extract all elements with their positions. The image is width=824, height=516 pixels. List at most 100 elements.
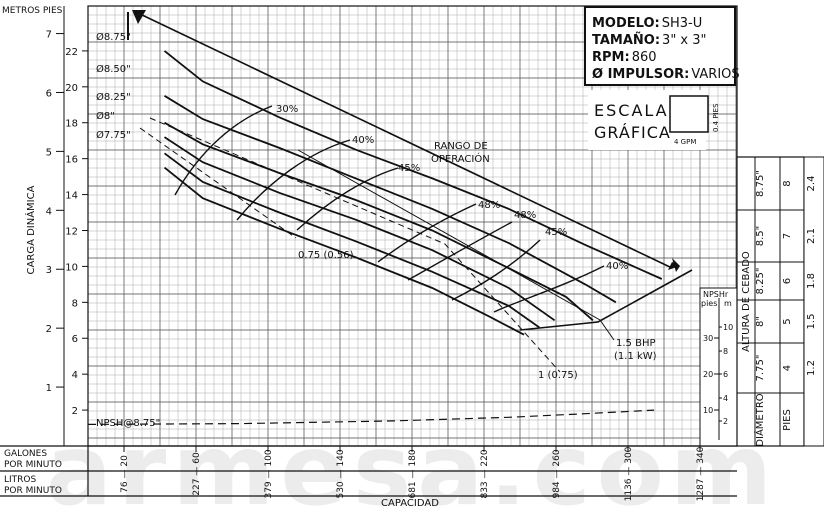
y-tick-label-pies: 8 xyxy=(72,298,78,309)
y-tick-label-pies: 20 xyxy=(65,83,78,94)
efficiency-label-48b: 48% xyxy=(514,210,536,221)
watermark: armesa.com xyxy=(46,418,778,516)
curve-875 xyxy=(163,50,663,280)
x-tick-label: 530 — 140 xyxy=(336,449,346,498)
info-tamano: TAMAÑO: 3" x 3" xyxy=(592,32,707,48)
scale-square xyxy=(669,95,709,133)
npshr-tick-m: 10 xyxy=(723,323,733,332)
y-tick-label-pies: 14 xyxy=(65,191,78,202)
curve-775 xyxy=(163,152,540,329)
y-tick-label-pies: 22 xyxy=(65,47,78,58)
watermark-text: armesa.com xyxy=(46,418,778,516)
efficiency-label-45b: 45% xyxy=(545,227,567,238)
y-tick-label-pies: 12 xyxy=(65,226,78,237)
bhp-line-075 xyxy=(139,127,297,239)
side-table-metros: 2.4 xyxy=(806,176,817,192)
side-table-metros: 2.1 xyxy=(806,228,817,244)
bhp-label-15kw: (1.1 kW) xyxy=(614,351,657,362)
diameter-label: Ø8.25" xyxy=(96,91,131,103)
side-table-metros: 1.2 xyxy=(806,360,817,376)
bhp-label-075: 0.75 (0.56) xyxy=(298,250,354,261)
x-tick-label: 681 — 180 xyxy=(408,449,418,498)
gpm-row-label: GALONES xyxy=(4,449,47,459)
y-tick-label-metros: 2 xyxy=(46,324,52,335)
side-table-pies: 4 xyxy=(782,365,793,371)
bhp-line-15 xyxy=(297,149,615,341)
npshr-tick-m: 8 xyxy=(723,347,728,356)
lpm-row-label-2: POR MINUTO xyxy=(4,486,62,496)
efficiency-curve xyxy=(407,221,513,281)
efficiency-curve xyxy=(377,203,477,263)
info-modelo: MODELO: SH3-U xyxy=(592,16,702,31)
operating-range-arrow-top xyxy=(132,10,146,24)
bhp-line-1 xyxy=(149,117,561,373)
npshr-axis-unit-m: m xyxy=(724,299,732,308)
npshr-axis-unit-pies: pies xyxy=(701,299,717,308)
efficiency-label-40: 40% xyxy=(352,135,374,146)
efficiency-label-48a: 48% xyxy=(478,200,500,211)
gpm-row-label-2: POR MINUTO xyxy=(4,460,62,470)
curve-800 xyxy=(164,136,556,322)
x-tick-label: 833 — 220 xyxy=(480,449,490,498)
scale-word-2: GRÁFICA xyxy=(594,123,671,142)
impeller-curves xyxy=(163,50,663,336)
operating-range-label-1: RANGO DE xyxy=(434,141,488,152)
y-tick-label-pies: 18 xyxy=(65,119,78,130)
npsh-curve-label: NPSH@8.75" xyxy=(96,418,160,429)
npshr-tick-m: 4 xyxy=(723,394,728,403)
diameter-label: Ø8" xyxy=(96,110,115,122)
efficiency-curve xyxy=(174,105,273,196)
lpm-row-label: LITROS xyxy=(4,475,37,485)
x-tick-label: 76 — 20 xyxy=(120,455,130,493)
side-table-header: PIES xyxy=(782,409,793,431)
npshr-tick-m: 6 xyxy=(723,370,728,379)
efficiency-curve xyxy=(451,239,541,301)
side-table-pies: 7 xyxy=(782,233,793,239)
curve-750 xyxy=(163,166,525,336)
operating-range-arrow-bottom xyxy=(668,262,680,270)
side-table-diametro: 8.75" xyxy=(755,170,766,197)
x-axis-label: CAPACIDAD xyxy=(381,498,439,509)
y-tick-label-metros: 6 xyxy=(46,88,52,99)
operating-range-line xyxy=(139,13,673,269)
y-tick-label-pies: 6 xyxy=(72,334,78,345)
x-tick-label: 1136 — 300 xyxy=(624,446,634,501)
curve-850 xyxy=(164,95,617,304)
operating-range-label-2: OPERACIÓN xyxy=(431,152,490,165)
y-axis-label: CARGA DINÁMICA xyxy=(24,185,37,274)
npshr-tick-pies: 20 xyxy=(703,370,713,379)
side-table-diametro: 7.75" xyxy=(755,355,766,382)
npshr-tick-m: 2 xyxy=(723,417,728,426)
side-table-diametro: 8" xyxy=(755,316,766,327)
efficiency-curve xyxy=(296,167,399,231)
x-tick-label: 984 — 260 xyxy=(552,449,562,498)
side-table-pies: 8 xyxy=(782,180,793,186)
diameter-labels: Ø8.75" Ø8.50" Ø8.25" Ø8" Ø7.75" xyxy=(96,31,131,141)
bhp-label-1: 1 (0.75) xyxy=(538,370,578,381)
operating-range-arrow-head xyxy=(672,258,680,272)
npshr-tick-pies: 30 xyxy=(703,334,713,343)
y-tick-label-metros: 3 xyxy=(46,265,52,276)
curve-825 xyxy=(164,121,594,321)
efficiency-curve xyxy=(236,139,351,221)
overlay-lines xyxy=(87,10,693,425)
info-rpm: RPM: 860 xyxy=(592,50,657,65)
y-tick-label-metros: 1 xyxy=(46,383,52,394)
scale-gpm: 4 GPM xyxy=(674,138,696,146)
scale-pies: 0.4 PIES xyxy=(712,103,720,132)
x-tick-label: 379 — 100 xyxy=(264,449,274,498)
x-tick-label: 1287 — 340 xyxy=(696,446,706,501)
side-table-title: ALTURA DE CEBADO xyxy=(741,251,752,352)
scale-word-1: ESCALA xyxy=(594,101,669,120)
priming-height-table: ALTURA DE CEBADODIÁMETROPIESMETROS8.75"8… xyxy=(736,156,824,447)
side-table-header: DIÁMETRO xyxy=(753,393,766,446)
operating-range-lower xyxy=(519,269,693,331)
y-tick-label-pies: 10 xyxy=(65,262,78,273)
efficiency-label-30: 30% xyxy=(276,104,298,115)
diameter-label: Ø8.50" xyxy=(96,63,131,75)
diameter-label: Ø8.75" xyxy=(96,31,131,43)
